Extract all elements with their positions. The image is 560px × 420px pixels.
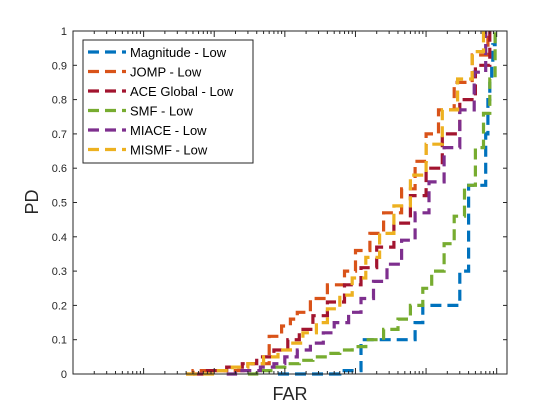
series-layer	[186, 31, 497, 376]
legend-label-1: JOMP - Low	[130, 65, 202, 80]
legend-label-4: MIACE - Low	[130, 123, 207, 138]
y-tick-label: 0	[61, 369, 67, 381]
y-tick-label: 0.6	[52, 163, 67, 175]
y-tick-label: 0.5	[52, 198, 67, 210]
legend: Magnitude - Low JOMP - Low ACE Global - Lo…	[82, 39, 254, 164]
legend-label-3: SMF - Low	[130, 104, 193, 119]
series-line-5	[186, 31, 486, 376]
legend-label-2: ACE Global - Low	[130, 84, 234, 99]
y-tick-label: 0.3	[52, 266, 67, 278]
legend-label-0: Magnitude - Low	[130, 45, 227, 60]
series-line-0	[278, 31, 497, 376]
y-tick-label: 0.4	[52, 232, 67, 244]
series-line-4	[226, 31, 488, 376]
series-line-3	[247, 31, 497, 376]
y-tick-label: 0.8	[52, 95, 67, 107]
ticks-layer: 0 0.1 0.2 0.3 0.4 0.5 0.6 0.7 0.8 0.9 1	[52, 26, 507, 381]
y-tick-label: 0.2	[52, 300, 67, 312]
y-tick-label: 0.7	[52, 129, 67, 141]
y-tick-label: 1	[61, 26, 67, 38]
x-axis-label: FAR	[272, 384, 307, 404]
legend-label-5: MISMF - Low	[130, 143, 208, 158]
y-tick-label: 0.1	[52, 335, 67, 347]
y-axis-label: PD	[22, 189, 42, 214]
series-line-2	[193, 31, 492, 376]
legend-box	[82, 39, 254, 164]
y-tick-label: 0.9	[52, 60, 67, 72]
